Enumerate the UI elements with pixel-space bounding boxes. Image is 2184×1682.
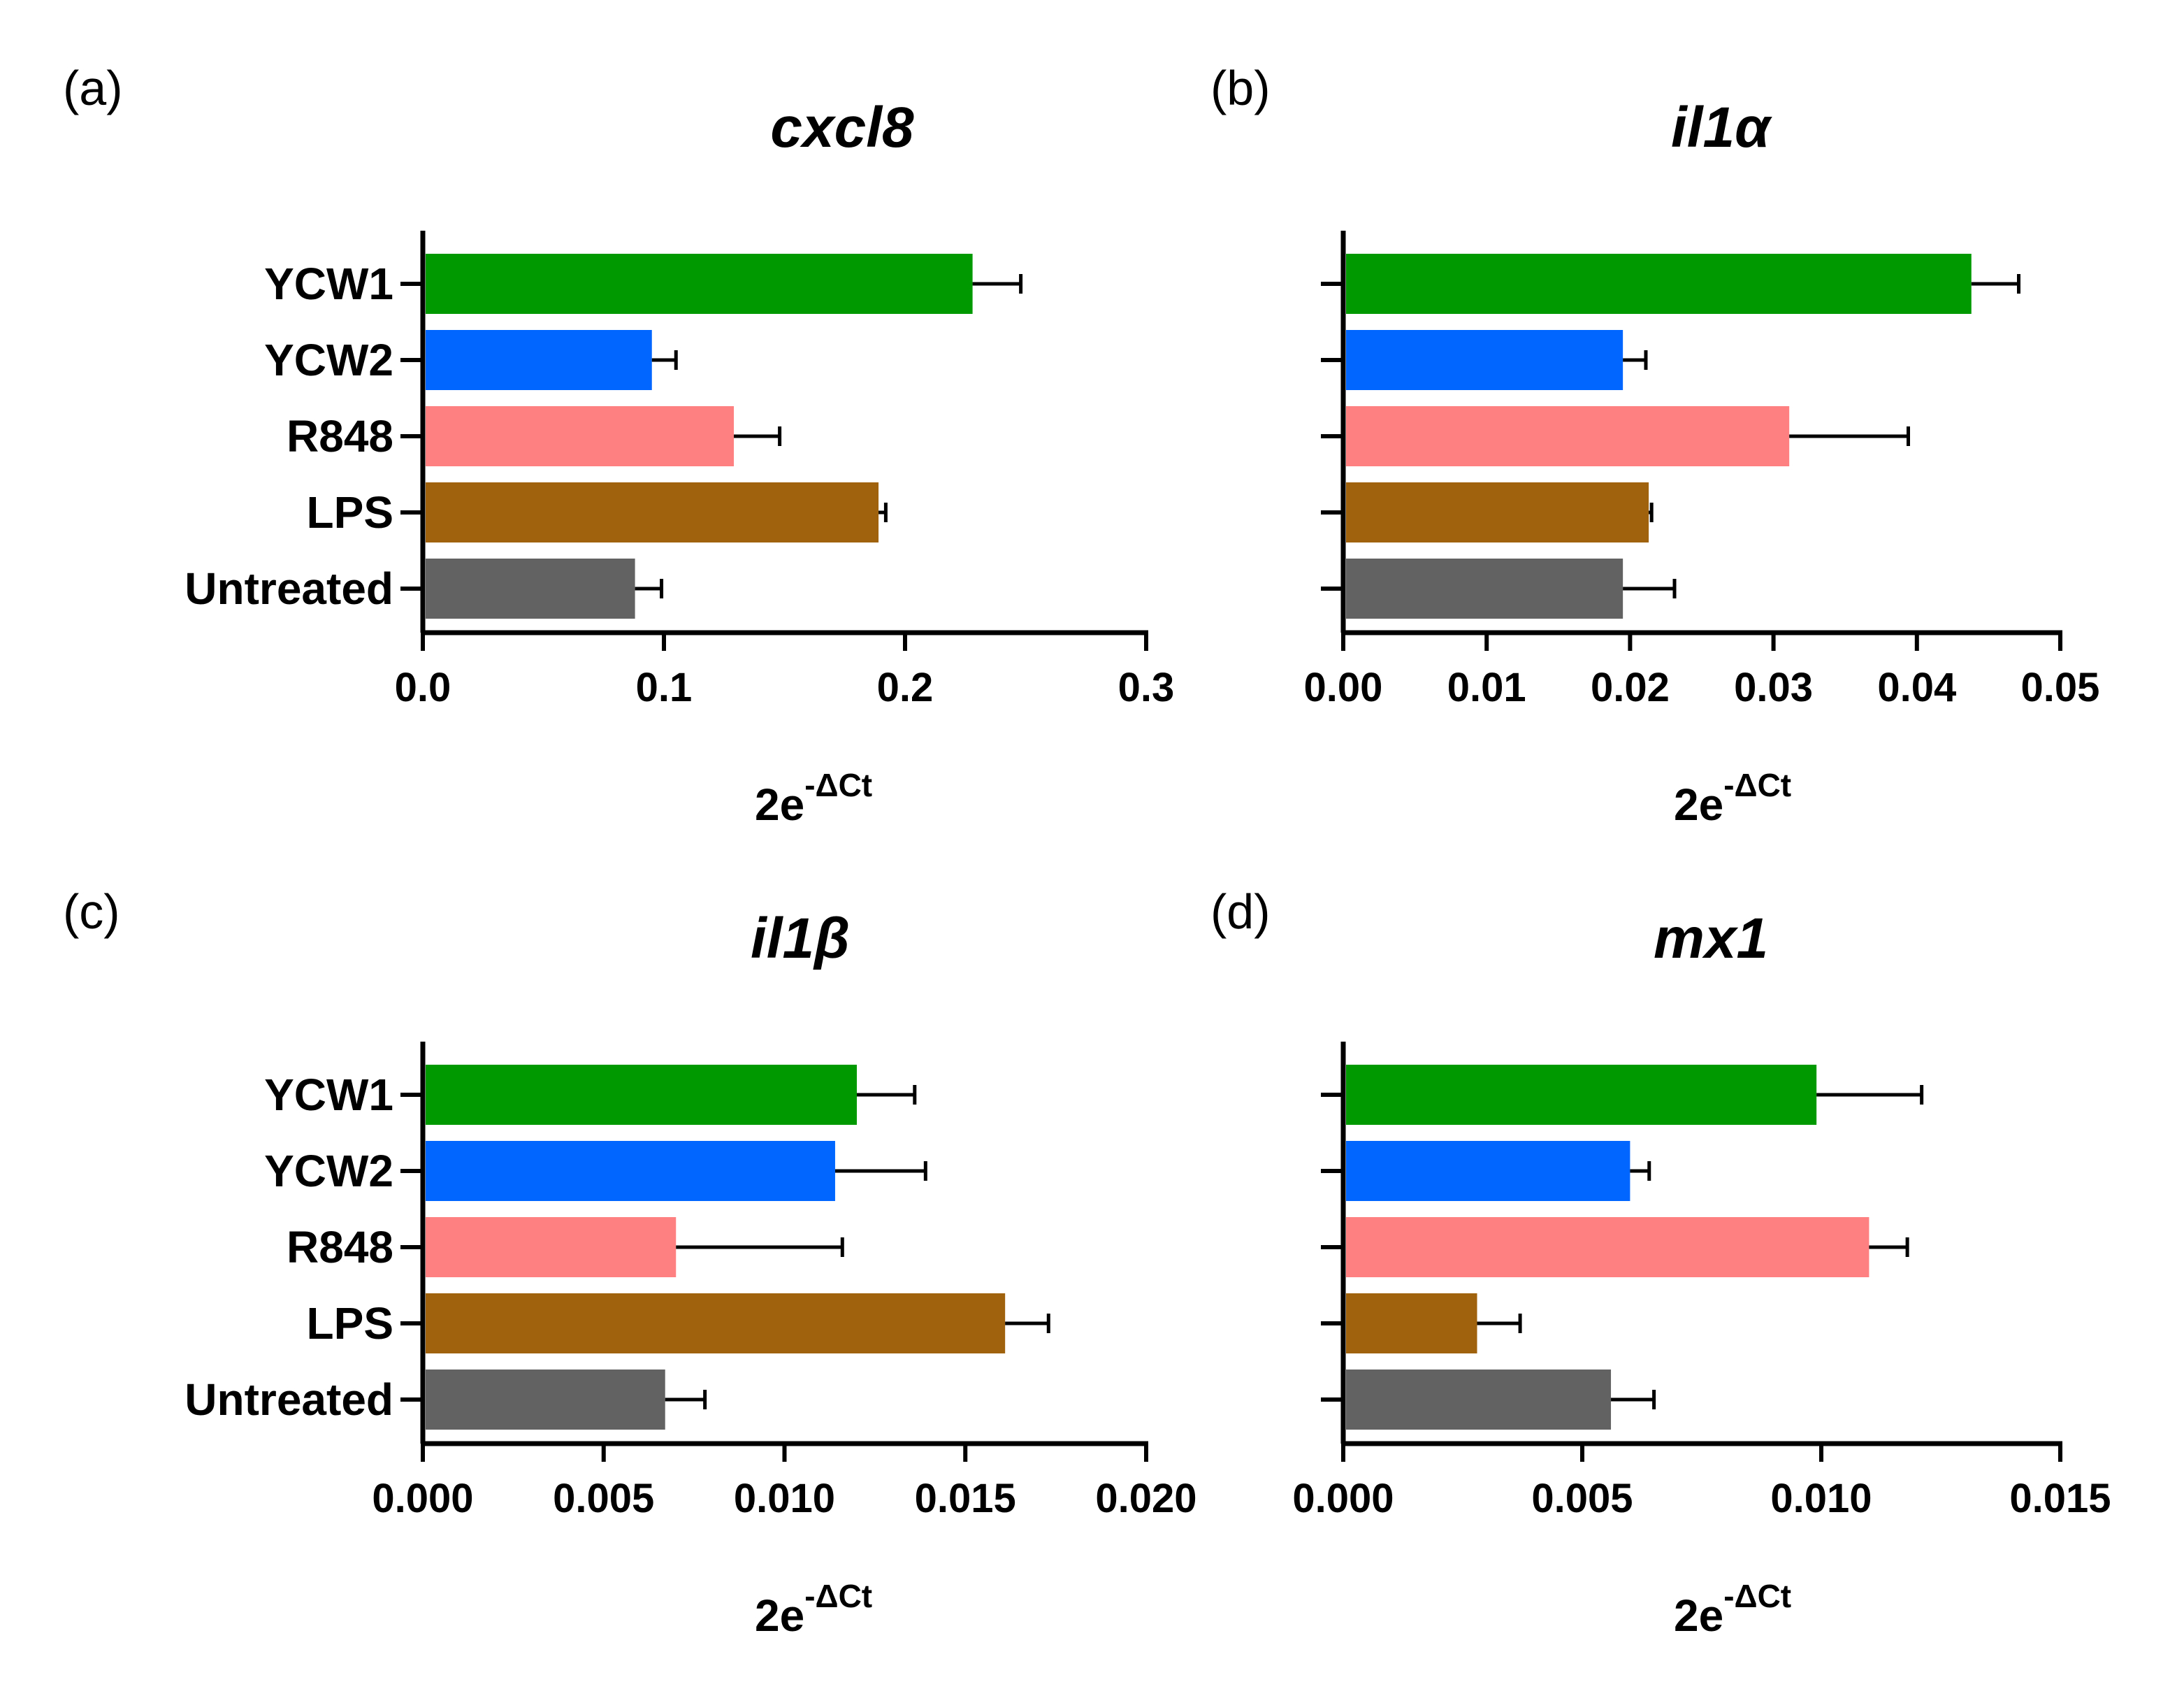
x-tick-label: 0.1 (636, 665, 693, 710)
x-tick-label: 0.2 (877, 665, 934, 710)
bar-lps (426, 482, 879, 542)
bar-ycw1 (1346, 1065, 1817, 1125)
bar-r848 (1346, 1217, 1870, 1277)
x-tick-label: 0.3 (1118, 665, 1175, 710)
category-label-r848: R848 (287, 1222, 393, 1272)
bar-r848 (426, 1217, 677, 1277)
x-tick-label: 0.03 (1734, 665, 1813, 710)
x-axis-label: 2e-ΔCt (755, 1578, 872, 1641)
chart-panel-3: (d) mx1 0.000 0.005 0.010 0.015 2e-ΔCt (1210, 884, 2111, 1641)
x-axis-label: 2e-ΔCt (1674, 767, 1791, 830)
x-tick-label: 0.005 (553, 1476, 654, 1521)
bar-ycw2 (1346, 330, 1623, 390)
chart-title: mx1 (1654, 907, 1768, 970)
category-label-ycw1: YCW1 (264, 1070, 393, 1120)
category-label-ycw2: YCW2 (264, 335, 393, 385)
x-tick-label: 0.010 (734, 1476, 835, 1521)
x-tick-label: 0.000 (372, 1476, 473, 1521)
category-label-lps: LPS (307, 487, 393, 538)
category-label-untreated: Untreated (185, 563, 393, 614)
chart-panel-1: (b) il1α 0.00 0.01 0.02 0.03 0.04 0.05 2e-ΔCt (1210, 61, 2099, 830)
x-tick-label: 0.02 (1591, 665, 1670, 710)
bar-untreated (426, 559, 635, 619)
chart-title: cxcl8 (770, 96, 914, 159)
bar-untreated (426, 1370, 665, 1430)
x-tick-label: 0.01 (1447, 665, 1526, 710)
panel-label: (b) (1210, 61, 1271, 115)
x-tick-label: 0.010 (1770, 1476, 1872, 1521)
chart-panel-2: (c) il1β YCW1 YCW2 R848 LPS Untreated 0.000 0.00… (63, 884, 1197, 1641)
panel-label: (d) (1210, 884, 1271, 939)
bar-r848 (1346, 406, 1790, 466)
x-axis-label: 2e-ΔCt (755, 767, 872, 830)
panel-label: (c) (63, 884, 120, 939)
x-tick-label: 0.015 (2009, 1476, 2111, 1521)
category-label-r848: R848 (287, 411, 393, 461)
x-tick-label: 0.015 (915, 1476, 1016, 1521)
x-tick-label: 0.05 (2021, 665, 2100, 710)
panel-label: (a) (63, 61, 123, 115)
category-label-ycw2: YCW2 (264, 1146, 393, 1196)
bar-untreated (1346, 1370, 1612, 1430)
chart-panel-0: (a) cxcl8 YCW1 YCW2 R848 LPS Untreated 0.0 0.1 0.… (63, 61, 1174, 830)
chart-title: il1α (1671, 96, 1772, 159)
bar-ycw2 (426, 1141, 835, 1201)
x-tick-label: 0.000 (1292, 1476, 1394, 1521)
chart-title: il1β (751, 907, 850, 970)
bar-untreated (1346, 559, 1623, 619)
x-tick-label: 0.0 (395, 665, 451, 710)
bar-ycw1 (426, 254, 973, 314)
category-label-untreated: Untreated (185, 1374, 393, 1425)
category-label-ycw1: YCW1 (264, 259, 393, 309)
bar-ycw2 (426, 330, 652, 390)
bar-lps (1346, 482, 1649, 542)
category-label-lps: LPS (307, 1298, 393, 1349)
bar-ycw1 (426, 1065, 857, 1125)
x-tick-label: 0.020 (1095, 1476, 1196, 1521)
x-tick-label: 0.04 (1877, 665, 1956, 710)
bar-lps (426, 1293, 1006, 1353)
x-axis-label: 2e-ΔCt (1674, 1578, 1791, 1641)
bar-lps (1346, 1293, 1477, 1353)
bar-ycw1 (1346, 254, 1972, 314)
bar-ycw2 (1346, 1141, 1630, 1201)
x-tick-label: 0.00 (1304, 665, 1383, 710)
bar-r848 (426, 406, 735, 466)
x-tick-label: 0.005 (1531, 1476, 1633, 1521)
